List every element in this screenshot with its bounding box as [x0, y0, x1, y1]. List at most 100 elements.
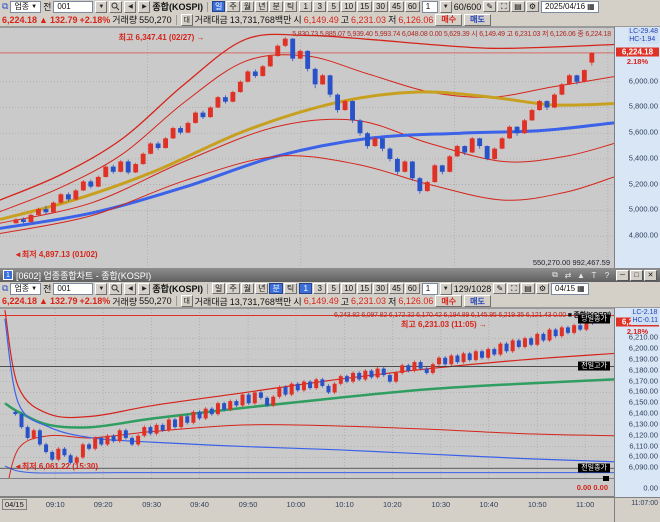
titlebar-icons-4[interactable]: ?: [604, 270, 610, 280]
window-buttons-2[interactable]: ✕: [644, 269, 657, 281]
price-axis-label: 5,400.00: [628, 153, 658, 163]
buy-button[interactable]: 매수: [435, 13, 463, 26]
time-axis-label: 09:10: [45, 500, 65, 509]
code-dropdown-button[interactable]: ▼: [95, 282, 108, 295]
interval-buttons-2[interactable]: 5: [327, 1, 341, 12]
link-icon[interactable]: ⧉: [2, 1, 9, 11]
interval-buttons-5[interactable]: 30: [373, 283, 388, 294]
titlebar-icons-0[interactable]: ⧉: [552, 270, 558, 279]
period-buttons-1[interactable]: 주: [226, 1, 240, 12]
tool-icons-0[interactable]: ✎: [483, 1, 497, 12]
interval-buttons-7[interactable]: 60: [404, 1, 420, 12]
search-icon[interactable]: [109, 282, 123, 295]
interval-spin[interactable]: 1: [421, 282, 438, 295]
price-axis-label: 6,130.00: [628, 419, 658, 429]
next-button[interactable]: ▶: [138, 282, 151, 295]
interval-buttons-3[interactable]: 10: [341, 283, 357, 294]
interval-buttons-6[interactable]: 45: [388, 283, 404, 294]
panel2-titlebar[interactable]: 1 [0602] 업종종합차트 - 종합(KOSPI) ⧉ ⇄ ▲ T? ─ □ ✕: [0, 268, 660, 282]
unit-icon[interactable]: 대: [180, 295, 193, 307]
window-buttons-0[interactable]: ─: [616, 269, 629, 281]
price-change-pct: +2.18%: [79, 296, 111, 306]
period-buttons-4[interactable]: 분: [269, 283, 283, 294]
date-picker[interactable]: 04/15 ▦: [551, 282, 589, 295]
period-buttons-4[interactable]: 분: [269, 1, 283, 12]
tool-icons-3[interactable]: ⚙: [535, 283, 550, 294]
chevron-down-icon: ▼: [31, 285, 38, 292]
daily-chart-price-axis[interactable]: 6,000.00 5,800.00 5,600.00 5,400.00 5,200.00…: [614, 27, 660, 268]
prev-button[interactable]: ◀: [124, 282, 137, 295]
price-axis-label: 6,000.00: [628, 76, 658, 86]
titlebar-icons-3[interactable]: T: [591, 270, 597, 280]
period-buttons-2[interactable]: 월: [240, 1, 255, 12]
interval-buttons-5[interactable]: 30: [373, 1, 388, 12]
high-label: 고: [340, 15, 350, 25]
tool-icons-1[interactable]: ⛶: [507, 283, 521, 294]
interval-buttons-7[interactable]: 60: [404, 283, 420, 294]
daily-chart-plot[interactable]: 5,830.73 5,885.07 5,939.40 5,993.74 6,04…: [0, 27, 614, 268]
tool-icons-0[interactable]: ✎: [493, 283, 507, 294]
search-icon[interactable]: [109, 0, 123, 13]
category-select[interactable]: 업종 ▼: [10, 0, 42, 13]
symbol-name: 종합(KOSPI): [152, 284, 203, 294]
price-axis-label: 5,800.00: [628, 101, 658, 111]
panel1-quote-bar: 6,224.18 ▲ 132.79 +2.18% 거래량 550,270 대 거…: [0, 13, 660, 27]
code-select[interactable]: 001: [53, 282, 94, 295]
interval-spin[interactable]: 1: [421, 0, 438, 13]
reference-badge: 당일종가: [578, 314, 610, 324]
interval-buttons-4[interactable]: 15: [357, 1, 373, 12]
interval-spin-arrow[interactable]: ▼: [439, 0, 452, 13]
window-buttons-1[interactable]: □: [630, 269, 643, 281]
unit-icon[interactable]: 대: [180, 13, 193, 26]
link-icon[interactable]: ⧉: [2, 283, 9, 293]
open-label: 시: [293, 296, 302, 307]
period-buttons-1[interactable]: 주: [226, 283, 240, 294]
sell-button[interactable]: 매도: [464, 13, 491, 26]
pane-resize-handle[interactable]: [603, 476, 609, 481]
period-buttons-3[interactable]: 년: [255, 1, 269, 12]
interval-buttons-1[interactable]: 3: [313, 283, 327, 294]
interval-buttons-3[interactable]: 10: [341, 1, 357, 12]
buy-button[interactable]: 매수: [435, 295, 463, 307]
minute-chart-price-axis[interactable]: 6,210.00 6,200.00 6,190.00 6,180.00 6,170.00…: [614, 308, 660, 478]
period-buttons-0[interactable]: 일: [211, 283, 226, 294]
period-buttons-0[interactable]: 일: [211, 1, 226, 12]
price-axis-label: 5,200.00: [628, 179, 658, 189]
time-axis[interactable]: 04/15 09:10 09:20 09:30 09:40 09:50 10:00 10:1…: [0, 497, 614, 522]
period-buttons-5[interactable]: 틱: [283, 283, 298, 294]
interval-buttons-4[interactable]: 15: [357, 283, 373, 294]
bar-count: 129/1028: [453, 283, 492, 294]
interval-buttons-0[interactable]: 1: [299, 283, 313, 294]
titlebar-icons-1[interactable]: ⇄: [564, 270, 572, 280]
period-buttons-3[interactable]: 년: [255, 283, 269, 294]
indicator-subpanel[interactable]: 0.00 0.00: [0, 478, 614, 497]
tool-icons-1[interactable]: ⛶: [497, 1, 511, 12]
period-buttons-2[interactable]: 월: [240, 283, 255, 294]
minute-chart-panel: 6,243.82 6,097.82 6,172.32 6,170.42 6,19…: [0, 308, 660, 522]
tool-icons-3[interactable]: ⚙: [525, 1, 540, 12]
price-change: 132.79: [49, 14, 78, 25]
minute-chart-plot[interactable]: 6,243.82 6,097.82 6,172.32 6,170.42 6,19…: [0, 308, 614, 478]
code-select[interactable]: 001: [53, 0, 94, 13]
date-picker[interactable]: 2025/04/16 ▦: [541, 0, 599, 13]
category-select[interactable]: 업종 ▼: [10, 282, 42, 295]
titlebar-icons-2[interactable]: ▲: [577, 270, 585, 280]
interval-spin-arrow[interactable]: ▼: [439, 282, 452, 295]
time-axis-label: 10:00: [286, 500, 306, 509]
interval-buttons-2[interactable]: 5: [327, 283, 341, 294]
daily-chart-panel: 5,830.73 5,885.07 5,939.40 5,993.74 6,04…: [0, 27, 660, 268]
next-button[interactable]: ▶: [138, 0, 151, 13]
period-buttons-5[interactable]: 틱: [283, 1, 298, 12]
low-annotation: ◄최저 6,061.22 (15:30): [14, 462, 99, 471]
interval-buttons-6[interactable]: 45: [388, 1, 404, 12]
interval-buttons-1[interactable]: 3: [313, 1, 327, 12]
tool-icons-2[interactable]: ▤: [511, 1, 525, 12]
axis-date-box: 04/15: [2, 499, 27, 510]
sell-button[interactable]: 매도: [464, 295, 491, 307]
prev-button[interactable]: ◀: [124, 0, 137, 13]
price-axis-label: 5,600.00: [628, 127, 658, 137]
code-dropdown-button[interactable]: ▼: [95, 0, 108, 13]
tool-icons: ✎ ⛶ ▤ ⚙: [493, 283, 550, 294]
interval-buttons-0[interactable]: 1: [299, 1, 313, 12]
tool-icons-2[interactable]: ▤: [521, 283, 535, 294]
